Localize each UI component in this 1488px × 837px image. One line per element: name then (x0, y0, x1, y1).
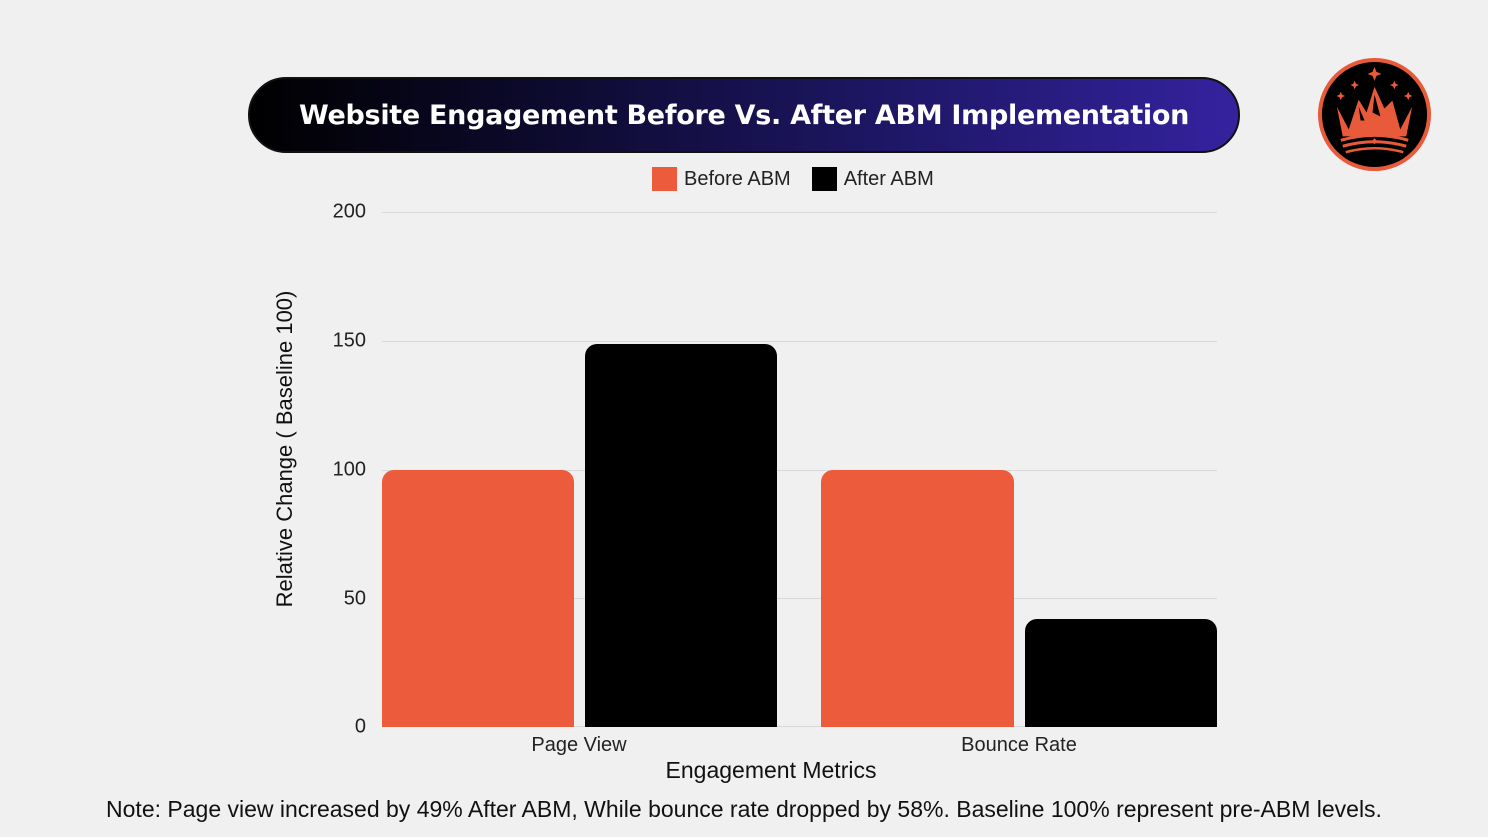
chart-legend: Before ABM After ABM (652, 167, 955, 191)
bar-page-view-before[interactable] (382, 470, 574, 727)
gridline-50 (382, 598, 1217, 599)
gridline-200 (382, 212, 1217, 213)
x-axis-label: Engagement Metrics (665, 757, 877, 783)
bar-bounce-rate-after[interactable] (1025, 619, 1217, 727)
legend-item-before-abm[interactable]: Before ABM (652, 167, 791, 191)
chart-title-banner: Website Engagement Before Vs. After ABM … (248, 77, 1240, 153)
gridline-0 (382, 726, 1217, 727)
legend-item-after-abm[interactable]: After ABM (811, 167, 934, 191)
x-tick-page-view: Page View (531, 734, 627, 756)
chart-title: Website Engagement Before Vs. After ABM … (299, 99, 1189, 131)
y-tick-200: 200 (332, 200, 366, 223)
legend-label-after: After ABM (843, 167, 934, 190)
y-tick-100: 100 (332, 458, 366, 481)
gridline-100 (382, 470, 1217, 471)
chart-note: Note: Page view increased by 49% After A… (106, 796, 1382, 822)
x-tick-bounce-rate: Bounce Rate (961, 734, 1077, 756)
legend-swatch-before (652, 167, 677, 191)
plot-area (382, 212, 1217, 727)
bar-page-view-after[interactable] (585, 344, 777, 727)
y-tick-150: 150 (332, 329, 366, 352)
y-tick-0: 0 (354, 715, 366, 738)
gridline-150 (382, 341, 1217, 342)
y-tick-50: 50 (343, 587, 366, 610)
crown-mountain-logo-icon (1317, 57, 1432, 172)
bar-bounce-rate-before[interactable] (821, 470, 1014, 727)
legend-label-before: Before ABM (684, 167, 791, 190)
y-axis-label: Relative Change ( Baseline 100) (272, 290, 297, 608)
legend-swatch-after (811, 167, 837, 191)
